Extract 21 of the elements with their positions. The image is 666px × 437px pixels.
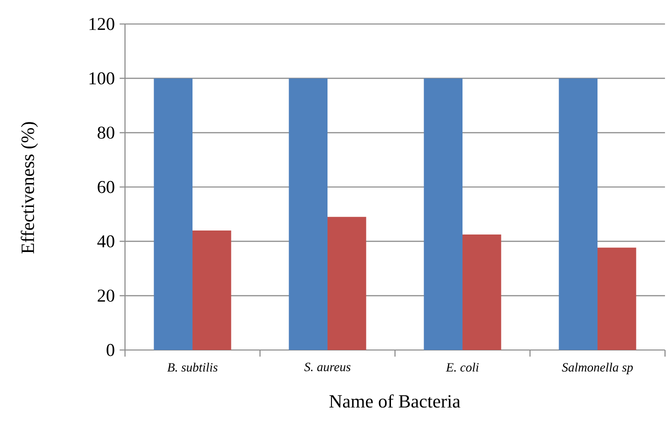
y-axis-title: Effectiveness (%): [20, 122, 38, 254]
y-tick-label: 100: [90, 72, 114, 84]
bar: [192, 230, 232, 350]
x-tick-label: Salmonella sp: [562, 362, 633, 374]
x-tick-label: B. subtilis: [167, 362, 218, 372]
y-tick-label: 40: [97, 235, 114, 248]
y-tick-label: 60: [98, 180, 114, 194]
bar: [462, 234, 502, 350]
y-tick-label: 120: [90, 18, 114, 30]
y-tick-label: 20: [98, 290, 114, 302]
bar: [558, 78, 598, 350]
bar: [154, 78, 193, 350]
bar: [288, 78, 328, 350]
bar: [328, 216, 366, 350]
x-axis-title: Name of Bacteria: [329, 394, 460, 408]
bar: [598, 248, 636, 350]
bar: [424, 78, 463, 350]
x-tick-label: E. coli: [446, 362, 479, 372]
x-tick-label: S. aureus: [304, 362, 350, 372]
y-tick-label: 80: [98, 126, 114, 139]
y-tick-label: 0: [106, 344, 114, 356]
